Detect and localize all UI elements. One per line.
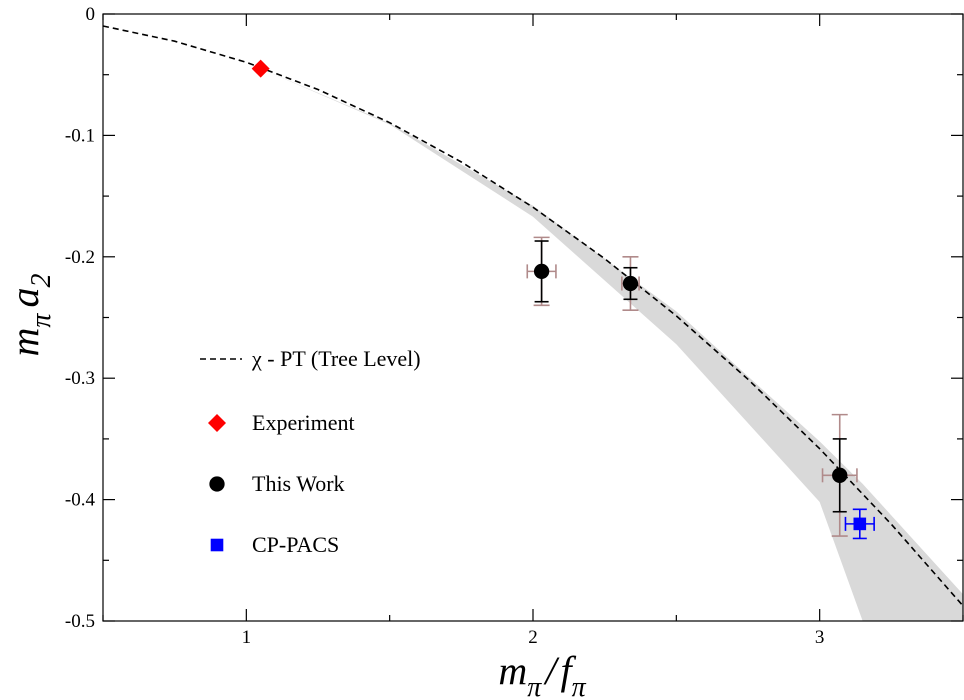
legend-cp-pacs-label: CP-PACS: [252, 532, 339, 557]
legend-experiment-label: Experiment: [252, 410, 355, 435]
y-axis-label: mπa2: [2, 274, 57, 357]
chi-pt-curve: [102, 25, 964, 607]
cp-pacs-point: [853, 517, 867, 531]
legend-experiment-swatch: [208, 414, 226, 432]
x-axis-label: mπ / fπ: [498, 648, 586, 700]
this-work-point: [533, 263, 550, 280]
x-tick-label: 1: [242, 627, 252, 648]
legend-this-work-label: This Work: [252, 471, 345, 496]
x-tick-label: 2: [528, 627, 538, 648]
y-tick-label: -0.5: [65, 611, 95, 632]
error-band: [260, 68, 964, 621]
x-tick-label: 3: [815, 627, 825, 648]
y-tick-label: -0.4: [65, 490, 96, 511]
legend-this-work-swatch: [209, 476, 225, 492]
y-tick-label: -0.1: [65, 125, 95, 146]
this-work-point: [622, 275, 639, 292]
legend-curve-label: χ - PT (Tree Level): [251, 346, 421, 371]
y-tick-label: -0.3: [65, 368, 95, 389]
y-tick-label: -0.2: [65, 247, 95, 268]
legend-cp-pacs-swatch: [210, 538, 224, 552]
this-work-point: [832, 467, 848, 483]
experiment-point: [251, 59, 270, 78]
y-tick-label: 0: [86, 4, 96, 25]
